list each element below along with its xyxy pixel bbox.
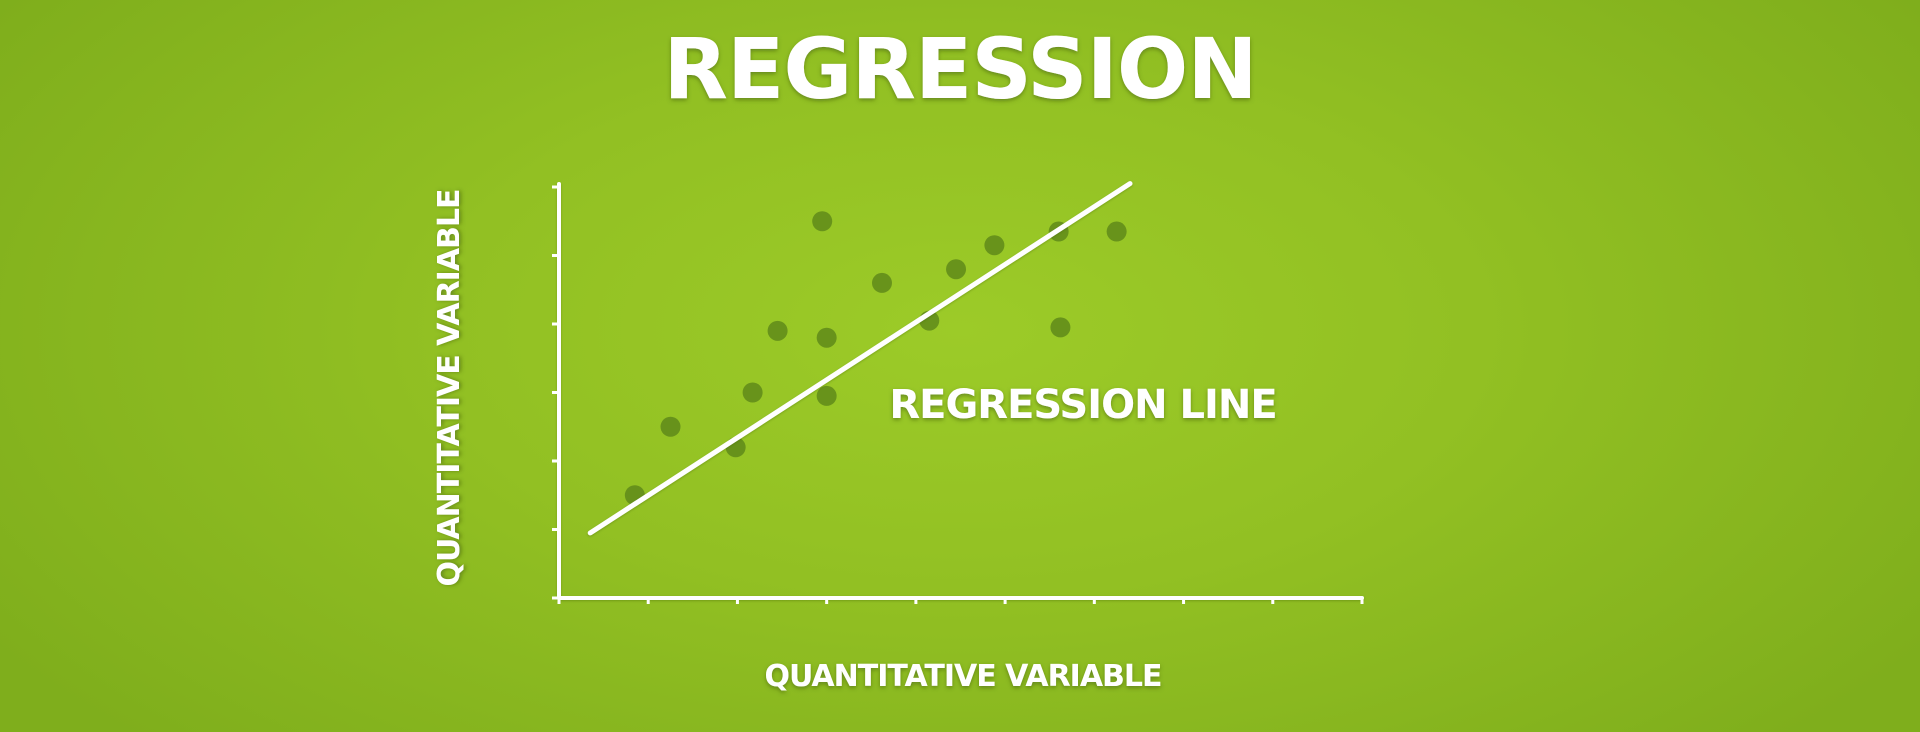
- data-point: [1050, 317, 1071, 338]
- data-point: [1106, 221, 1127, 242]
- regression-line-group: [587, 181, 1133, 536]
- data-point: [660, 416, 681, 437]
- data-point: [984, 235, 1005, 256]
- data-point: [816, 327, 837, 348]
- data-point: [812, 211, 833, 232]
- regression-line: [587, 181, 1133, 536]
- data-point: [946, 259, 967, 280]
- data-point: [767, 320, 788, 341]
- data-point: [871, 272, 892, 293]
- axis-ticks: [552, 185, 1364, 604]
- data-point: [816, 385, 837, 406]
- x-axis-label: QUANTITATIVE VARIABLE: [764, 659, 1161, 694]
- y-axis-label: QUANTITATIVE VARIABLE: [432, 189, 467, 586]
- chart-title: REGRESSION: [663, 20, 1256, 118]
- regression-line-annotation: REGRESSION LINE: [889, 382, 1276, 428]
- data-point: [742, 382, 763, 403]
